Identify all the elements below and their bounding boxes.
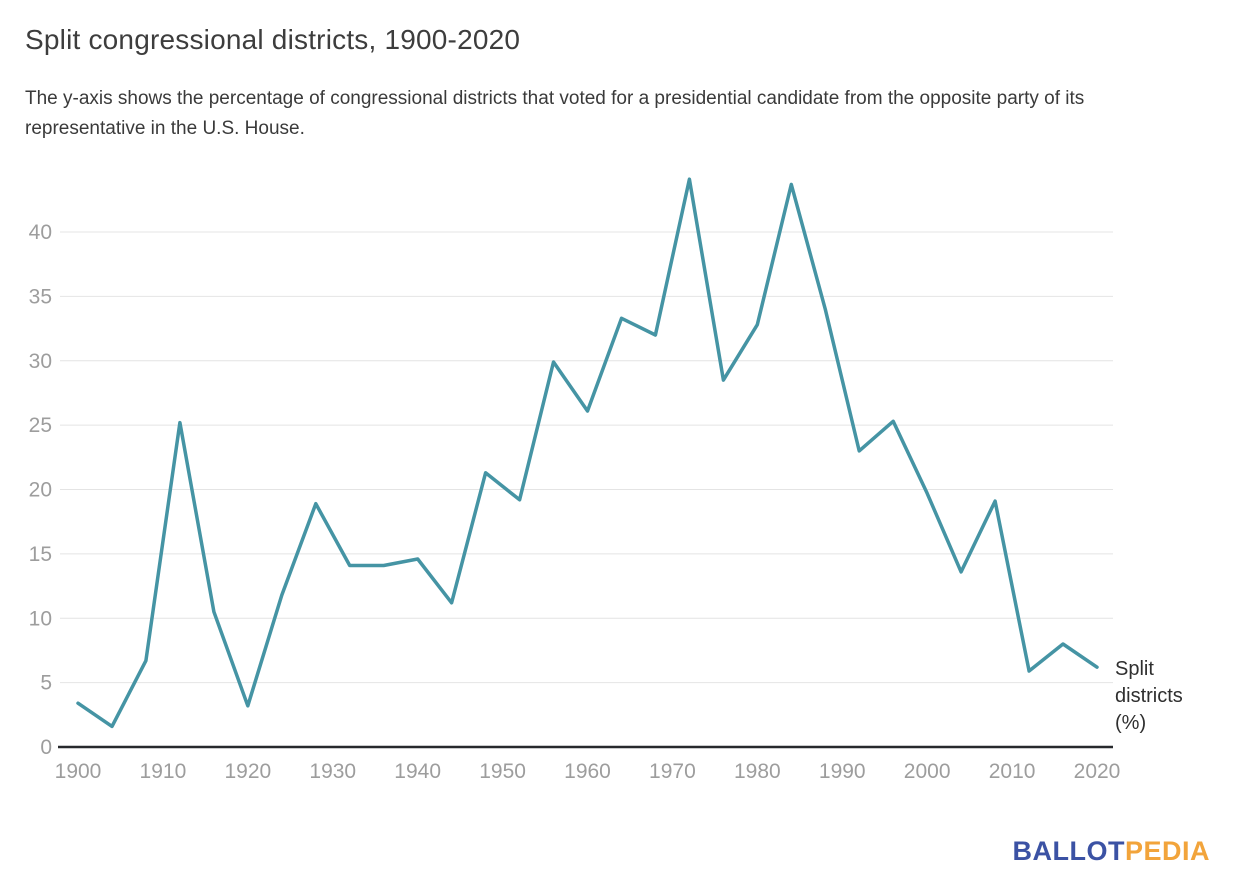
x-tick-label: 1910 [140,760,187,783]
logo-text-pedia: PEDIA [1124,836,1210,866]
logo-text-ballot: BALLOT [1012,836,1125,866]
y-tick-label: 5 [40,672,52,695]
page-title: Split congressional districts, 1900-2020 [25,24,521,55]
series-line-split-districts [76,177,1099,729]
y-tick-label: 15 [29,543,52,566]
y-tick-label: 40 [29,221,52,244]
x-tick-label: 1980 [734,760,781,783]
chart-subtitle: The y-axis shows the percentage of congr… [25,88,1085,139]
x-tick-label: 2000 [904,760,951,783]
x-tick-label: 1950 [479,760,526,783]
y-tick-label: 35 [29,285,52,308]
ballotpedia-logo: BALLOTPEDIA [1012,836,1210,867]
x-tick-label: 1960 [564,760,611,783]
x-tick-label: 1940 [394,760,441,783]
x-tick-label: 1970 [649,760,696,783]
y-tick-label: 10 [29,607,52,630]
y-tick-label: 25 [29,414,52,437]
x-tick-label: 2020 [1074,760,1121,783]
x-tick-label: 1930 [309,760,356,783]
x-tick-label: 1990 [819,760,866,783]
y-tick-label: 30 [29,350,52,373]
y-tick-label: 0 [40,736,52,759]
x-tick-label: 1900 [55,760,102,783]
y-tick-label: 20 [29,479,52,502]
x-tick-label: 1920 [224,760,271,783]
x-tick-label: 2010 [989,760,1036,783]
series-end-label: Split districts (%) [1115,658,1183,734]
